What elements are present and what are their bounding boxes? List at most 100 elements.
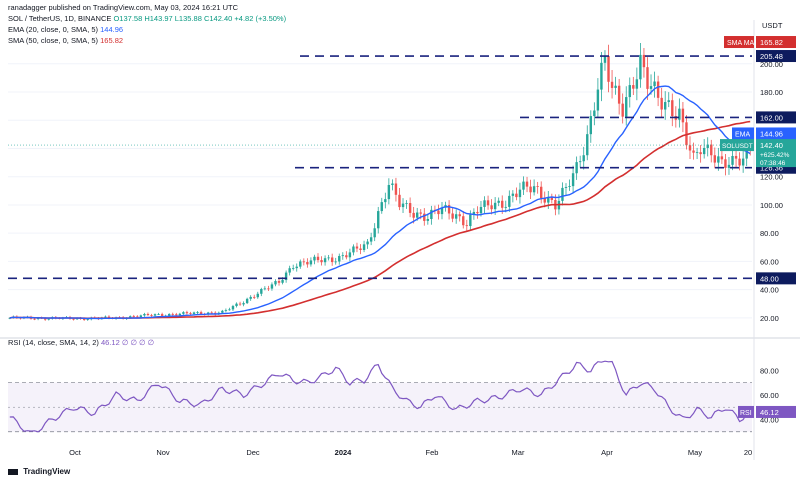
candle-body [621, 103, 624, 117]
tag-value-bg [756, 127, 796, 140]
candle-body [540, 186, 543, 199]
candle-body [713, 155, 716, 163]
candle-body [408, 203, 412, 213]
candle-body [338, 255, 341, 262]
candle-body [245, 298, 249, 304]
candle-body [734, 155, 738, 159]
candle-body [575, 162, 578, 174]
tag-value-bg [756, 36, 796, 49]
candle-body [72, 318, 75, 320]
price-tag-countdown: 07:38:46 [760, 160, 786, 167]
candle-body [437, 210, 440, 215]
candle-body [47, 318, 50, 320]
rsi-axis-label: 40.00 [760, 415, 779, 424]
price-axis-label: 180.00 [760, 88, 783, 97]
candle-body [660, 97, 663, 110]
candle-body [685, 122, 688, 146]
time-axis-label: Nov [156, 448, 170, 457]
candle-body [646, 67, 649, 89]
price-axis-label: 60.00 [760, 257, 779, 266]
candle-body [571, 173, 575, 187]
candle-body [260, 289, 263, 294]
candle-body [256, 293, 259, 298]
candle-body [249, 296, 252, 299]
sma-legend[interactable]: SMA (50, close, 0, SMA, 5) 165.82 [8, 36, 123, 45]
rsi-tag-value: 46.12 [760, 408, 779, 417]
candle-body [649, 86, 653, 89]
rsi-axis-label: 60.00 [760, 391, 779, 400]
candle-body [405, 203, 408, 204]
candle-body [313, 256, 316, 261]
level-tag-bg [756, 272, 796, 285]
candle-body [717, 156, 720, 163]
publisher-line: ranadagger published on TradingView.com,… [8, 3, 239, 12]
candle-body [561, 187, 564, 201]
rsi-tag-name-bg [738, 405, 754, 418]
candle-body [362, 244, 366, 250]
candle-body [681, 108, 685, 123]
candle-body [664, 102, 667, 110]
candle-body [465, 225, 468, 227]
candle-body [727, 164, 731, 168]
candle-body [486, 200, 490, 206]
rsi-axis-label: 80.00 [760, 366, 779, 375]
rsi-legend-label: RSI (14, close, SMA, 14, 2) [8, 338, 99, 347]
candle-body [656, 81, 660, 98]
candle-body [189, 313, 192, 315]
candle-body [603, 56, 607, 63]
candle-body [192, 312, 196, 314]
candle-body [479, 206, 483, 214]
candle-body [724, 159, 727, 168]
candle-body [8, 317, 11, 319]
tag-name-SMA MA: SMA MA [727, 40, 755, 47]
price-axis-label: 40.00 [760, 286, 779, 295]
rsi-legend[interactable]: RSI (14, close, SMA, 14, 2) 46.12 ∅ ∅ ∅ … [8, 338, 154, 347]
candle-body [518, 189, 522, 198]
tag-value-SMA MA: 165.82 [760, 38, 783, 47]
candle-body [267, 288, 270, 290]
rsi-line [9, 360, 751, 433]
candle-body [617, 85, 621, 104]
candle-body [699, 152, 702, 155]
candle-body [175, 314, 178, 316]
currency-label: USDT [762, 21, 783, 30]
candle-body [129, 316, 132, 319]
candle-body [345, 255, 348, 258]
candle-body [391, 183, 394, 185]
candle-body [741, 158, 745, 166]
candle-body [702, 147, 706, 155]
level-tag-126.36: 126.36 [760, 164, 783, 173]
candle-body [153, 314, 157, 316]
time-axis-label: 2024 [335, 448, 353, 457]
candle-body [281, 280, 284, 283]
candle-body [199, 312, 203, 315]
candle-body [160, 314, 164, 316]
candle-body [146, 313, 150, 316]
candle-body [731, 155, 734, 165]
candle-body [104, 316, 107, 318]
candle-body [168, 313, 171, 316]
candle-body [44, 318, 47, 320]
price-axis-label: 80.00 [760, 229, 779, 238]
candle-body [384, 199, 387, 203]
time-axis-label: Oct [69, 448, 82, 457]
candle-body [270, 284, 274, 289]
candle-body [253, 296, 256, 298]
candle-body [377, 211, 380, 229]
candle-body [695, 152, 699, 154]
ema-20-line [9, 85, 751, 320]
tradingview-logo-icon [8, 468, 18, 475]
rsi-tag-name: RSI [740, 410, 752, 417]
candle-body [206, 312, 210, 315]
tradingview-brand[interactable]: TradingView [8, 467, 70, 476]
candle-body [288, 268, 291, 273]
candle-body [373, 228, 376, 238]
candle-body [536, 186, 539, 187]
price-tag-name-bg [720, 139, 754, 152]
candle-body [242, 303, 245, 305]
candle-body [330, 257, 334, 263]
candle-body [593, 110, 596, 117]
candle-body [447, 205, 451, 214]
ema-legend[interactable]: EMA (20, close, 0, SMA, 5) 144.96 [8, 25, 123, 34]
